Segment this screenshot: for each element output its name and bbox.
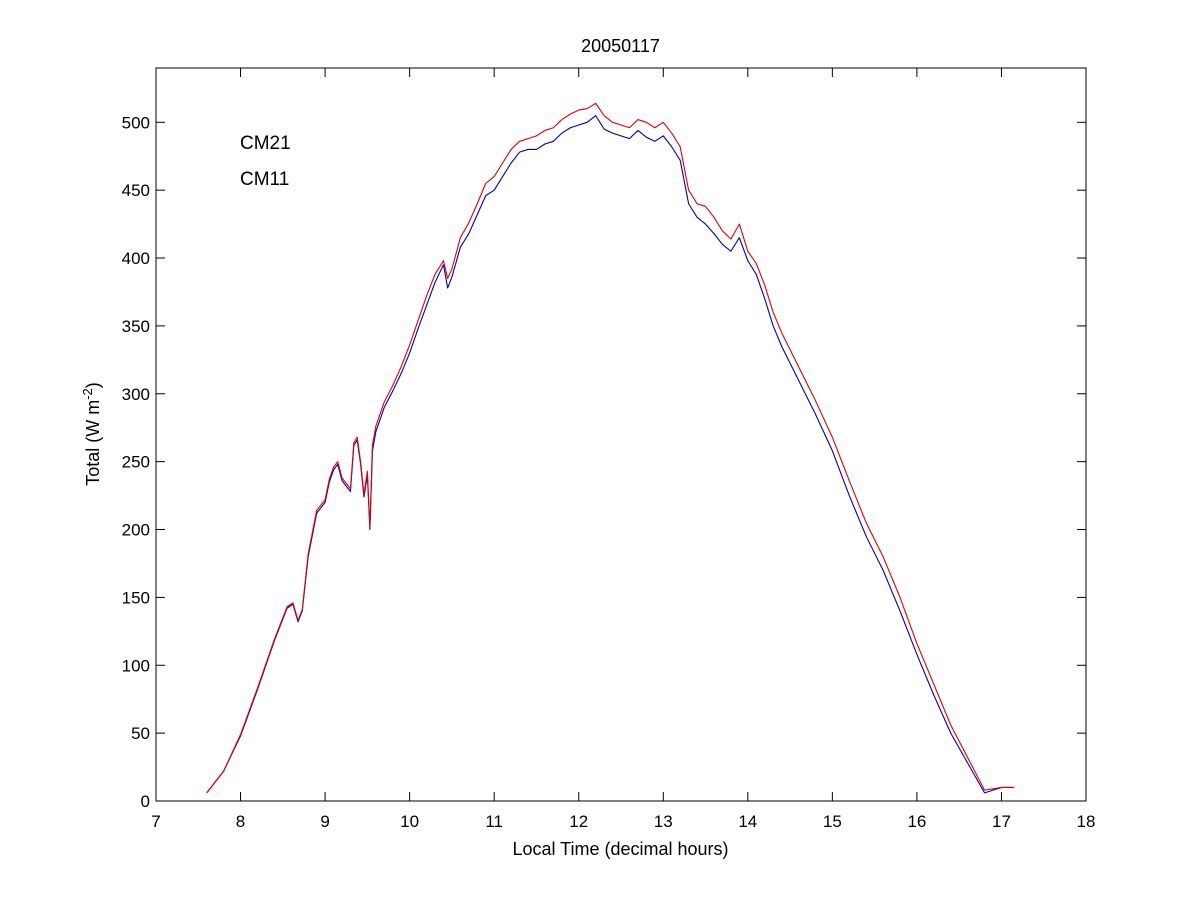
chart-title: 20050117 xyxy=(581,36,660,56)
y-tick-label: 50 xyxy=(131,724,150,743)
y-tick-label: 400 xyxy=(122,249,150,268)
y-axis-title-main: Total (W m xyxy=(83,400,103,486)
legend-entry-cm11: CM11 xyxy=(240,169,289,190)
y-axis-title: Total (W m-2) xyxy=(80,382,103,486)
x-tick-label: 7 xyxy=(151,812,160,831)
x-tick-label: 17 xyxy=(992,812,1011,831)
y-tick-label: 350 xyxy=(122,317,150,336)
x-axis-title: Local Time (decimal hours) xyxy=(512,839,728,859)
y-tick-label: 200 xyxy=(122,521,150,540)
x-tick-label: 18 xyxy=(1077,812,1096,831)
legend-entry-cm21: CM21 xyxy=(240,133,291,154)
y-tick-label: 0 xyxy=(141,792,150,811)
y-axis-title-superscript: -2 xyxy=(80,388,95,400)
x-tick-label: 11 xyxy=(485,812,503,831)
ticks-layer: 7 8 9 10 11 12 13 14 15 16 17 18 0 50 100 150 200 250 300 3… xyxy=(122,68,1096,831)
y-tick-label: 250 xyxy=(122,453,150,472)
x-tick-label: 15 xyxy=(823,812,842,831)
y-tick-label: 500 xyxy=(122,113,150,132)
x-tick-label: 12 xyxy=(569,812,588,831)
x-tick-label: 8 xyxy=(236,812,245,831)
x-tick-label: 9 xyxy=(320,812,329,831)
series-layer xyxy=(206,102,1015,794)
x-tick-label: 10 xyxy=(400,812,419,831)
plot-area xyxy=(155,67,1087,802)
x-tick-label: 13 xyxy=(654,812,673,831)
y-axis-title-close: ) xyxy=(83,382,103,388)
y-tick-label: 300 xyxy=(122,385,150,404)
y-tick-label: 450 xyxy=(122,181,150,200)
y-tick-label: 150 xyxy=(122,588,150,607)
x-tick-label: 14 xyxy=(738,812,757,831)
x-tick-label: 16 xyxy=(907,812,926,831)
y-tick-label: 100 xyxy=(122,656,150,675)
series-line-cm11 xyxy=(206,102,1015,794)
series-line-cm21 xyxy=(206,114,1015,794)
